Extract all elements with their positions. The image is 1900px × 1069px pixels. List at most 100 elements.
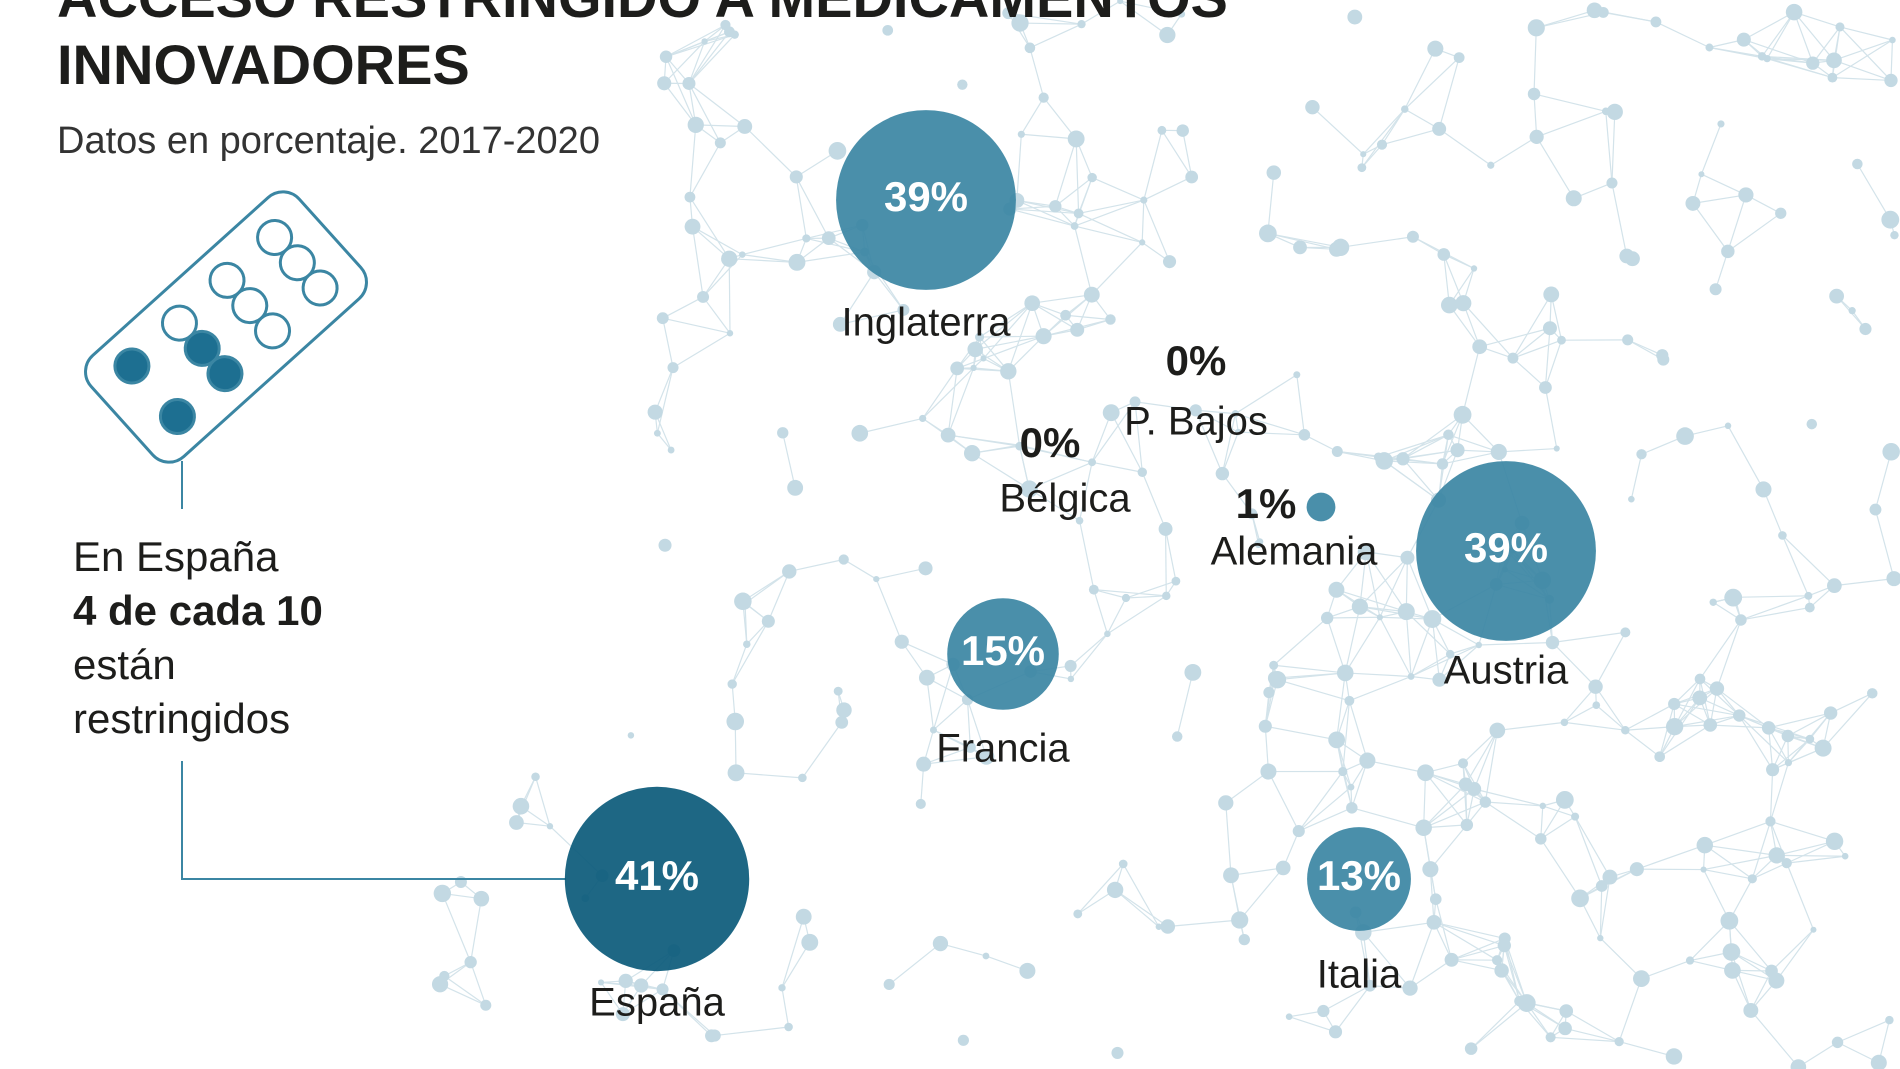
network-node	[1422, 861, 1439, 878]
network-node	[1709, 681, 1725, 696]
network-link	[665, 56, 697, 126]
network-link	[1595, 704, 1626, 731]
network-node	[1266, 165, 1282, 180]
network-node	[1606, 177, 1618, 189]
network-node	[833, 686, 843, 696]
network-node	[1565, 190, 1582, 207]
network-link	[1020, 97, 1045, 135]
network-node	[1542, 321, 1557, 336]
network-node	[1064, 659, 1077, 672]
network-node	[1185, 170, 1199, 184]
network-node	[915, 798, 926, 810]
value-label: 1%	[1236, 480, 1297, 527]
network-node	[1597, 934, 1604, 942]
network-link	[1402, 458, 1439, 501]
network-link	[1221, 431, 1239, 474]
network-link	[796, 251, 865, 263]
network-node	[1458, 777, 1473, 792]
network-node	[1806, 418, 1818, 430]
network-node	[802, 234, 811, 243]
network-node	[1443, 429, 1454, 441]
network-link	[689, 124, 697, 198]
network-node	[1460, 818, 1474, 832]
network-link	[1379, 616, 1412, 677]
network-link	[1009, 208, 1079, 215]
network-link	[1274, 672, 1346, 679]
network-link	[1740, 606, 1810, 621]
network-link	[1078, 212, 1143, 243]
network-node	[1491, 955, 1503, 966]
network-link	[1235, 413, 1305, 436]
network-link	[1775, 929, 1814, 981]
network-node	[1328, 731, 1346, 749]
network-node	[1223, 867, 1239, 884]
network-node	[1157, 125, 1167, 135]
network-link	[662, 318, 674, 368]
network-link	[1781, 535, 1809, 597]
network-link	[689, 142, 721, 198]
network-node	[1497, 938, 1511, 953]
network-link	[1449, 644, 1480, 655]
network-link	[974, 302, 1033, 350]
network-link	[1429, 824, 1468, 870]
network-link	[1409, 959, 1452, 989]
network-node	[1555, 790, 1574, 809]
network-node	[1075, 516, 1084, 525]
network-link	[1141, 200, 1145, 243]
network-node	[1104, 630, 1111, 638]
network-link	[859, 417, 923, 434]
network-node	[1457, 758, 1469, 769]
network-node	[1721, 244, 1735, 259]
network-node	[1621, 725, 1630, 735]
network-link	[1342, 700, 1350, 772]
network-node	[1709, 598, 1717, 606]
title-line: ACCESO RESTRINGIDO A MEDICAMENTOS	[57, 0, 1228, 29]
network-node	[1336, 664, 1354, 682]
network-node	[743, 640, 751, 648]
network-node	[1539, 381, 1552, 394]
network-link	[1221, 473, 1253, 515]
network-node	[1882, 443, 1900, 461]
network-link	[1451, 944, 1505, 961]
network-node	[782, 564, 797, 579]
region-name: Italia	[1317, 953, 1402, 997]
network-link	[1833, 39, 1893, 61]
network-link	[1019, 445, 1093, 463]
network-link	[1336, 589, 1407, 613]
network-link	[983, 335, 1044, 360]
network-node	[1426, 915, 1442, 930]
network-link	[1503, 945, 1528, 1004]
network-node	[1514, 995, 1525, 1007]
network-node	[1171, 731, 1183, 742]
bubble	[1307, 827, 1411, 931]
network-link	[1007, 335, 1045, 372]
network-node	[1709, 283, 1722, 296]
network-node	[916, 756, 932, 772]
network-node	[1766, 763, 1780, 777]
network-link	[1655, 21, 1710, 49]
network-node	[1543, 286, 1560, 303]
network-link	[1335, 985, 1371, 1033]
network-link	[1503, 945, 1521, 1002]
region-name: Alemania	[1211, 530, 1379, 574]
network-link	[735, 772, 803, 779]
network-link	[875, 578, 903, 642]
network-link	[1837, 1019, 1890, 1043]
value-label: 39%	[1464, 524, 1548, 571]
network-link	[1342, 771, 1353, 808]
network-link	[1462, 302, 1514, 359]
network-node	[1571, 812, 1580, 821]
network-node	[726, 330, 734, 337]
network-node	[1694, 673, 1706, 685]
network-link	[1832, 77, 1892, 82]
network-link	[1703, 869, 1730, 922]
network-link	[1016, 199, 1075, 227]
network-node	[1703, 718, 1718, 732]
network-node	[1011, 14, 1029, 32]
network-link	[1776, 840, 1835, 856]
network-link	[1834, 578, 1895, 587]
network-node	[739, 251, 746, 258]
network-link	[1161, 130, 1193, 178]
network-link	[742, 570, 790, 602]
network-link	[1054, 138, 1077, 207]
